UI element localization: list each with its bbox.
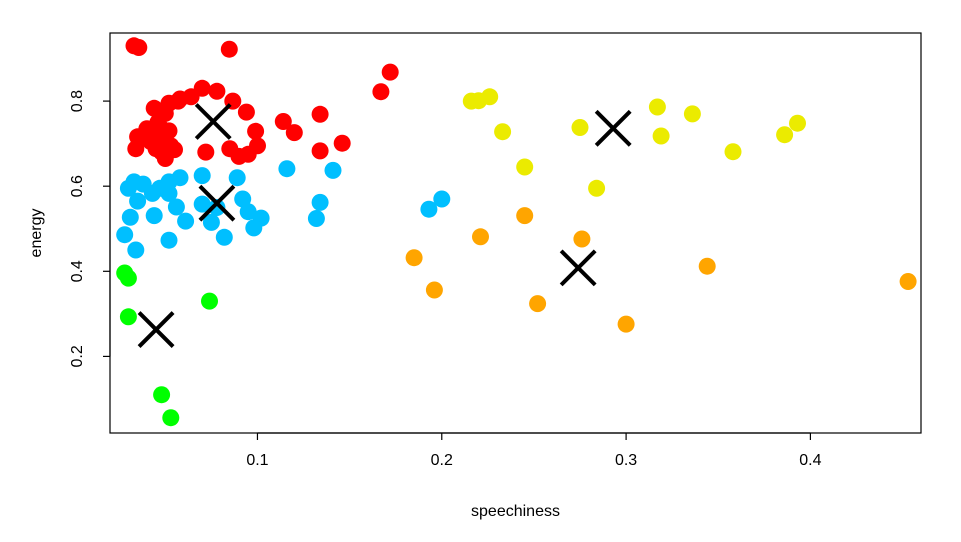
data-point-s4-6 bbox=[588, 179, 606, 197]
cluster-center-0 bbox=[194, 103, 232, 140]
data-point-s1-23 bbox=[177, 212, 195, 230]
data-point-s4-3 bbox=[494, 123, 512, 141]
x-axis: 0.1 0.2 0.3 0.4 bbox=[246, 432, 822, 469]
cluster-center-3 bbox=[559, 249, 597, 287]
data-point-s4-5 bbox=[571, 119, 589, 136]
data-point-s1-1 bbox=[324, 161, 342, 179]
data-point-s1-10 bbox=[143, 184, 161, 202]
data-point-s1-13 bbox=[129, 192, 147, 210]
y-tick-label-2: 0.6 bbox=[69, 175, 86, 197]
data-point-s4-7 bbox=[648, 98, 666, 116]
data-point-s2-2 bbox=[201, 292, 218, 310]
y-axis: 0.2 0.4 0.6 0.8 bbox=[69, 90, 111, 368]
data-point-s3-1 bbox=[472, 228, 489, 246]
data-point-s1-15 bbox=[193, 195, 211, 213]
cluster-center-1 bbox=[198, 184, 236, 222]
data-point-s1-19 bbox=[145, 207, 163, 225]
data-point-s1-22 bbox=[307, 210, 325, 227]
data-point-s4-8 bbox=[652, 127, 670, 145]
x-tick-label-3: 0.4 bbox=[799, 452, 821, 469]
data-point-s4-11 bbox=[776, 126, 794, 144]
data-point-s3-8 bbox=[899, 273, 917, 290]
cluster-centers bbox=[137, 103, 632, 349]
data-point-s0-1 bbox=[130, 39, 148, 56]
data-point-s4-10 bbox=[724, 143, 742, 161]
data-point-s1-25 bbox=[245, 219, 263, 237]
data-point-s2-5 bbox=[162, 409, 180, 427]
data-point-s0-27 bbox=[127, 140, 145, 158]
y-tick-label-3: 0.8 bbox=[69, 90, 86, 112]
data-point-s1-24 bbox=[202, 213, 220, 231]
data-point-s1-11 bbox=[160, 184, 178, 202]
data-point-s1-2 bbox=[193, 167, 211, 185]
x-axis-label: speechiness bbox=[471, 503, 560, 520]
cluster-center-2 bbox=[137, 311, 175, 349]
data-point-s1-3 bbox=[228, 169, 246, 187]
y-tick-label-1: 0.4 bbox=[69, 260, 86, 282]
data-point-s0-15 bbox=[274, 113, 292, 130]
data-point-s1-0 bbox=[278, 160, 296, 178]
x-tick-label-1: 0.2 bbox=[431, 452, 453, 469]
data-point-s4-12 bbox=[789, 114, 806, 132]
data-point-s1-14 bbox=[311, 193, 329, 211]
data-point-s0-20 bbox=[285, 124, 303, 142]
data-point-s0-24 bbox=[333, 134, 351, 152]
data-point-s3-5 bbox=[529, 295, 547, 313]
data-point-s0-2 bbox=[220, 40, 238, 58]
data-point-s0-31 bbox=[311, 142, 329, 160]
x-tick-label-0: 0.1 bbox=[246, 452, 268, 469]
data-point-s1-27 bbox=[215, 228, 233, 246]
data-points bbox=[116, 37, 917, 427]
data-point-s3-2 bbox=[516, 207, 534, 225]
y-axis-label: energy bbox=[28, 209, 45, 258]
data-point-s0-12 bbox=[237, 103, 255, 121]
data-point-s4-9 bbox=[683, 105, 701, 123]
data-point-s1-26 bbox=[116, 226, 134, 244]
data-point-s0-38 bbox=[153, 120, 171, 138]
data-point-s0-14 bbox=[311, 105, 329, 123]
data-point-s1-12 bbox=[234, 190, 252, 208]
data-point-s0-35 bbox=[230, 147, 248, 165]
data-point-s4-4 bbox=[516, 158, 534, 176]
x-tick-label-2: 0.3 bbox=[615, 452, 637, 469]
data-point-s1-18 bbox=[239, 203, 257, 221]
data-point-s0-4 bbox=[372, 83, 390, 101]
data-point-s1-20 bbox=[121, 208, 139, 226]
cluster-center-4 bbox=[594, 109, 632, 147]
data-point-s2-4 bbox=[153, 386, 171, 404]
data-point-s1-30 bbox=[433, 190, 451, 208]
data-point-s1-16 bbox=[208, 199, 226, 216]
data-point-s3-6 bbox=[617, 315, 635, 333]
data-point-s0-19 bbox=[247, 122, 265, 140]
y-tick-label-0: 0.2 bbox=[69, 345, 86, 367]
data-point-s0-39 bbox=[171, 90, 189, 108]
data-point-s2-1 bbox=[119, 269, 137, 287]
data-point-s1-17 bbox=[167, 198, 185, 216]
data-point-s3-0 bbox=[405, 249, 423, 267]
data-point-s3-4 bbox=[425, 281, 443, 299]
data-point-s2-3 bbox=[119, 308, 137, 326]
data-point-s3-3 bbox=[573, 230, 591, 248]
data-point-s1-7 bbox=[119, 179, 137, 197]
data-point-s0-3 bbox=[381, 63, 399, 81]
data-point-s4-2 bbox=[481, 88, 499, 106]
data-point-s1-28 bbox=[160, 231, 178, 249]
data-point-s1-31 bbox=[420, 200, 438, 218]
data-point-s0-6 bbox=[208, 82, 226, 100]
data-point-s0-33 bbox=[197, 143, 215, 161]
data-point-s0-36 bbox=[156, 150, 174, 167]
data-point-s3-7 bbox=[698, 257, 716, 275]
data-point-s1-29 bbox=[127, 241, 145, 259]
